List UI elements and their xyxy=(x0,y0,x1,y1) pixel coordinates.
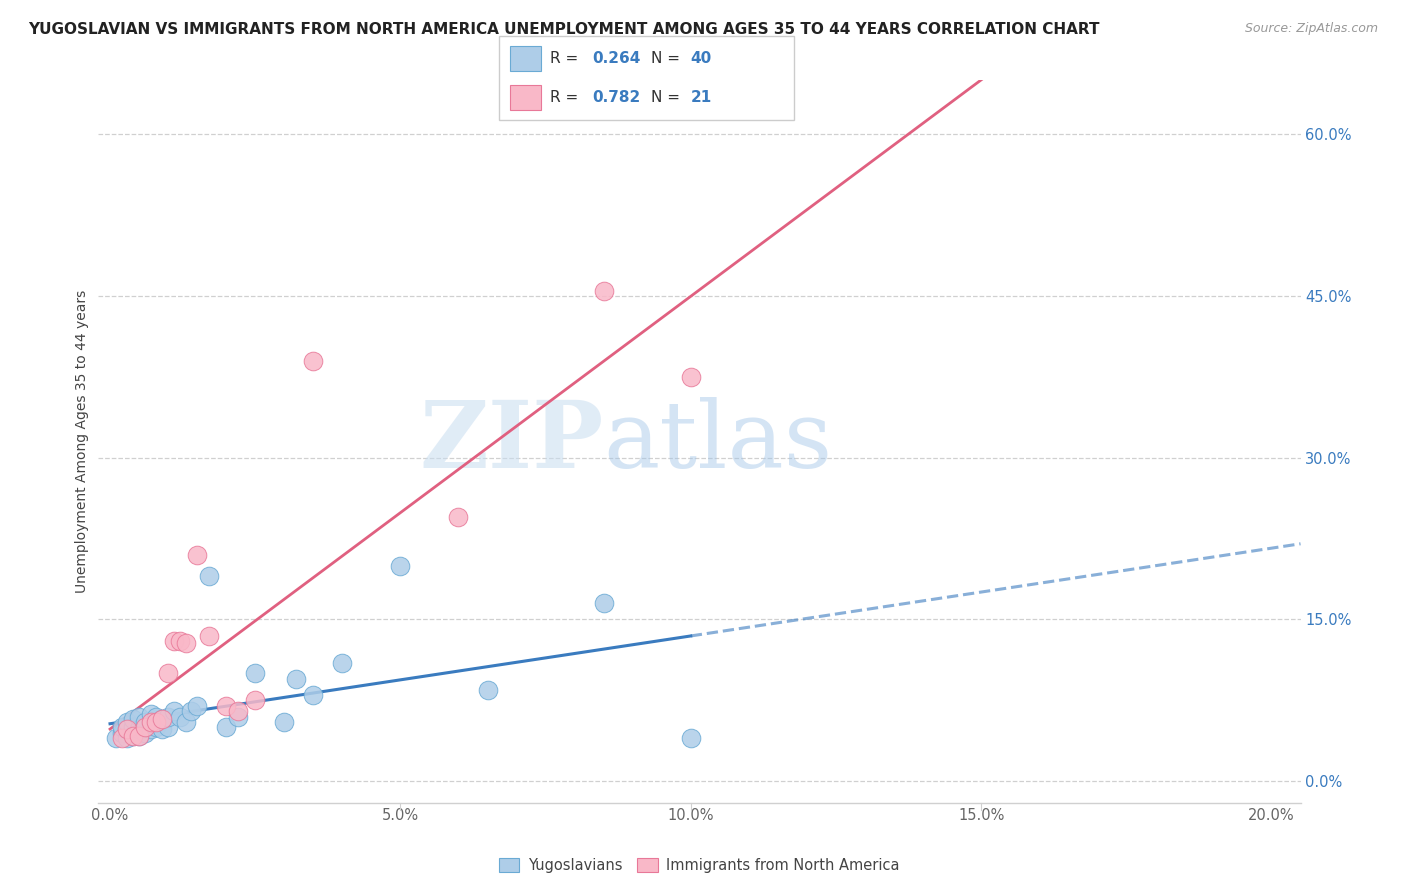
Point xyxy=(186,698,208,713)
Text: Source: ZipAtlas.com: Source: ZipAtlas.com xyxy=(1244,22,1378,36)
Point xyxy=(139,714,162,729)
Point xyxy=(245,666,267,681)
Y-axis label: Unemployment Among Ages 35 to 44 years: Unemployment Among Ages 35 to 44 years xyxy=(76,290,90,593)
Point xyxy=(145,709,167,723)
Point xyxy=(128,729,150,743)
Text: YUGOSLAVIAN VS IMMIGRANTS FROM NORTH AMERICA UNEMPLOYMENT AMONG AGES 35 TO 44 YE: YUGOSLAVIAN VS IMMIGRANTS FROM NORTH AME… xyxy=(28,22,1099,37)
Point xyxy=(169,634,191,648)
Point xyxy=(117,714,139,729)
Point xyxy=(139,714,162,729)
Point xyxy=(145,720,167,734)
Text: N =: N = xyxy=(651,90,685,104)
Point xyxy=(128,729,150,743)
Point xyxy=(111,731,134,745)
Point xyxy=(174,636,197,650)
Point xyxy=(157,709,180,723)
Point xyxy=(302,688,325,702)
Point xyxy=(128,709,150,723)
Point xyxy=(169,709,191,723)
Point xyxy=(163,634,186,648)
Point xyxy=(139,723,162,737)
Point xyxy=(122,729,145,743)
Point xyxy=(679,369,702,384)
Point xyxy=(330,656,353,670)
Point xyxy=(122,729,145,743)
Point xyxy=(389,558,412,573)
Point xyxy=(139,707,162,722)
Point xyxy=(145,714,167,729)
Legend: Yugoslavians, Immigrants from North America: Yugoslavians, Immigrants from North Amer… xyxy=(494,852,905,879)
Point xyxy=(284,672,307,686)
Point xyxy=(157,666,180,681)
Point xyxy=(679,731,702,745)
Point xyxy=(134,725,156,739)
Point xyxy=(163,704,186,718)
Point xyxy=(197,629,219,643)
Point xyxy=(111,725,134,739)
Point xyxy=(215,720,238,734)
Point xyxy=(150,723,173,737)
Text: 21: 21 xyxy=(690,90,711,104)
Point xyxy=(226,709,249,723)
Point xyxy=(104,731,127,745)
Text: R =: R = xyxy=(550,52,583,66)
Point xyxy=(150,712,173,726)
Text: N =: N = xyxy=(651,52,685,66)
Point xyxy=(122,720,145,734)
Point xyxy=(273,714,295,729)
Point xyxy=(117,723,139,737)
Point xyxy=(174,714,197,729)
Point xyxy=(186,548,208,562)
Point xyxy=(477,682,499,697)
Point xyxy=(197,569,219,583)
Text: 0.782: 0.782 xyxy=(592,90,640,104)
Point xyxy=(122,712,145,726)
Point xyxy=(134,720,156,734)
Text: atlas: atlas xyxy=(603,397,832,486)
Text: 0.264: 0.264 xyxy=(592,52,640,66)
Point xyxy=(215,698,238,713)
Point xyxy=(111,720,134,734)
Point xyxy=(117,723,139,737)
Point xyxy=(117,731,139,745)
Point xyxy=(302,353,325,368)
Point xyxy=(134,714,156,729)
Point xyxy=(128,723,150,737)
Point xyxy=(592,596,614,610)
Point xyxy=(226,704,249,718)
Text: R =: R = xyxy=(550,90,583,104)
Point xyxy=(245,693,267,707)
Point xyxy=(157,720,180,734)
Point xyxy=(180,704,202,718)
Text: ZIP: ZIP xyxy=(419,397,603,486)
Text: 40: 40 xyxy=(690,52,711,66)
Point xyxy=(150,712,173,726)
Point xyxy=(592,284,614,298)
Point xyxy=(447,510,470,524)
